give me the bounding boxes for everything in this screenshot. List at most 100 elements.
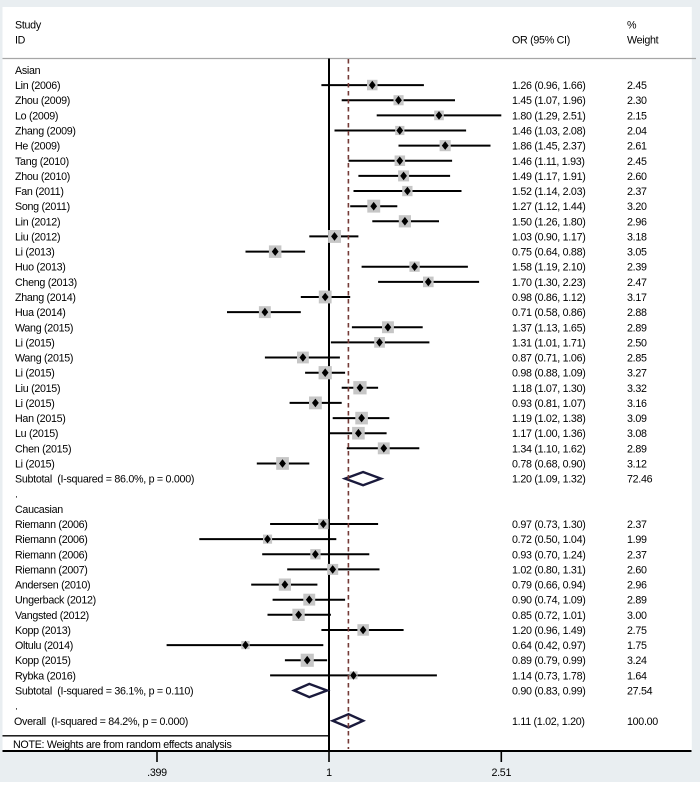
svg-text:2.37: 2.37 (627, 549, 647, 561)
svg-text:2.45: 2.45 (627, 156, 647, 168)
svg-text:1.58 (1.19, 2.10): 1.58 (1.19, 2.10) (512, 262, 586, 274)
svg-text:Subtotal (I-squared = 36.1%,: Subtotal (I-squared = 36.1%, p = 0.110) (15, 686, 193, 698)
svg-text:100.00: 100.00 (627, 716, 658, 728)
svg-text:1.03 (0.90, 1.17): 1.03 (0.90, 1.17) (512, 231, 586, 243)
svg-text:Kopp (2015): Kopp (2015) (15, 655, 71, 667)
svg-text:1.18 (1.07, 1.30): 1.18 (1.07, 1.30) (512, 383, 586, 395)
svg-text:3.20: 3.20 (627, 201, 647, 213)
svg-text:Han (2015): Han (2015) (15, 413, 66, 425)
svg-text:Li (2015): Li (2015) (15, 368, 55, 380)
svg-text:Oltulu (2014): Oltulu (2014) (15, 640, 73, 652)
svg-text:2.61: 2.61 (627, 141, 647, 153)
svg-text:1.11 (1.02, 1.20): 1.11 (1.02, 1.20) (512, 716, 585, 728)
svg-text:NOTE: Weights are from random: NOTE: Weights are from random effects an… (13, 739, 232, 751)
svg-text:3.09: 3.09 (627, 413, 647, 425)
svg-text:2.51: 2.51 (491, 767, 511, 779)
svg-text:1.80 (1.29, 2.51): 1.80 (1.29, 2.51) (512, 110, 586, 122)
svg-text:3.00: 3.00 (627, 610, 647, 622)
svg-text:3.27: 3.27 (627, 368, 647, 380)
svg-text:3.24: 3.24 (627, 655, 647, 667)
svg-text:3.16: 3.16 (627, 398, 647, 410)
svg-text:Huo (2013): Huo (2013) (15, 262, 66, 274)
svg-text:1.27 (1.12, 1.44): 1.27 (1.12, 1.44) (512, 201, 586, 213)
svg-text:Zhou (2010): Zhou (2010) (15, 171, 70, 183)
svg-text:1.14 (0.73, 1.78): 1.14 (0.73, 1.78) (512, 670, 586, 682)
svg-text:2.89: 2.89 (627, 443, 647, 455)
svg-text:72.46: 72.46 (627, 474, 653, 486)
svg-text:1.75: 1.75 (627, 640, 647, 652)
svg-text:2.50: 2.50 (627, 337, 647, 349)
svg-text:Kopp (2013): Kopp (2013) (15, 625, 71, 637)
svg-text:Wang (2015): Wang (2015) (15, 322, 73, 334)
svg-text:Riemann (2007): Riemann (2007) (15, 564, 88, 576)
svg-text:1.99: 1.99 (627, 534, 647, 546)
svg-text:Subtotal (I-squared = 86.0%,: Subtotal (I-squared = 86.0%, p = 0.000) (15, 474, 194, 486)
svg-text:Study: Study (15, 20, 42, 32)
svg-text:Riemann (2006): Riemann (2006) (15, 534, 88, 546)
svg-text:2.96: 2.96 (627, 216, 647, 228)
svg-text:1.02 (0.80, 1.31): 1.02 (0.80, 1.31) (512, 564, 586, 576)
svg-text:0.72 (0.50, 1.04): 0.72 (0.50, 1.04) (512, 534, 586, 546)
svg-text:1.86 (1.45, 2.37): 1.86 (1.45, 2.37) (512, 141, 586, 153)
svg-text:2.37: 2.37 (627, 186, 647, 198)
svg-text:Song (2011): Song (2011) (15, 201, 70, 213)
svg-text:1.52 (1.14, 2.03): 1.52 (1.14, 2.03) (512, 186, 586, 198)
svg-text:2.15: 2.15 (627, 110, 647, 122)
svg-text:Riemann (2006): Riemann (2006) (15, 519, 88, 531)
svg-text:27.54: 27.54 (627, 686, 653, 698)
svg-text:ID: ID (15, 35, 26, 47)
svg-text:1.31 (1.01, 1.71): 1.31 (1.01, 1.71) (512, 337, 586, 349)
svg-text:1.46 (1.03, 2.08): 1.46 (1.03, 2.08) (512, 126, 586, 138)
svg-text:1.20 (1.09, 1.32): 1.20 (1.09, 1.32) (512, 474, 586, 486)
svg-text:0.64 (0.42, 0.97): 0.64 (0.42, 0.97) (512, 640, 586, 652)
svg-text:Weight: Weight (627, 35, 659, 47)
svg-text:He (2009): He (2009) (15, 141, 60, 153)
svg-text:OR (95% CI): OR (95% CI) (512, 35, 570, 47)
svg-text:.399: .399 (147, 767, 167, 779)
svg-text:2.88: 2.88 (627, 307, 647, 319)
svg-text:0.90 (0.74, 1.09): 0.90 (0.74, 1.09) (512, 595, 586, 607)
svg-text:Caucasian: Caucasian (15, 504, 63, 516)
svg-text:.: . (15, 701, 18, 713)
svg-text:1.17 (1.00, 1.36): 1.17 (1.00, 1.36) (512, 428, 586, 440)
svg-text:Cheng (2013): Cheng (2013) (15, 277, 77, 289)
svg-text:0.85 (0.72, 1.01): 0.85 (0.72, 1.01) (512, 610, 586, 622)
svg-text:Hua (2014): Hua (2014) (15, 307, 66, 319)
svg-text:3.12: 3.12 (627, 459, 647, 471)
svg-text:0.93 (0.81, 1.07): 0.93 (0.81, 1.07) (512, 398, 586, 410)
svg-text:.: . (15, 489, 18, 501)
svg-text:Lin (2012): Lin (2012) (15, 216, 60, 228)
svg-text:1.49 (1.17, 1.91): 1.49 (1.17, 1.91) (512, 171, 586, 183)
svg-text:Li (2013): Li (2013) (15, 247, 55, 259)
svg-text:1.20 (0.96, 1.49): 1.20 (0.96, 1.49) (512, 625, 586, 637)
svg-text:2.75: 2.75 (627, 625, 647, 637)
svg-text:0.79 (0.66, 0.94): 0.79 (0.66, 0.94) (512, 580, 586, 592)
svg-text:1.70 (1.30, 2.23): 1.70 (1.30, 2.23) (512, 277, 586, 289)
svg-text:Chen (2015): Chen (2015) (15, 443, 71, 455)
svg-text:Andersen (2010): Andersen (2010) (15, 580, 90, 592)
svg-text:Rybka (2016): Rybka (2016) (15, 670, 76, 682)
svg-text:2.37: 2.37 (627, 519, 647, 531)
svg-text:2.04: 2.04 (627, 126, 647, 138)
svg-text:1.46 (1.11, 1.93): 1.46 (1.11, 1.93) (512, 156, 585, 168)
svg-text:2.30: 2.30 (627, 95, 647, 107)
svg-text:Li (2015): Li (2015) (15, 398, 55, 410)
svg-text:0.71 (0.58, 0.86): 0.71 (0.58, 0.86) (512, 307, 586, 319)
svg-text:Overall (I-squared = 84.2%, p: Overall (I-squared = 84.2%, p = 0.000) (14, 716, 188, 728)
svg-text:Zhang (2009): Zhang (2009) (15, 126, 76, 138)
svg-text:Lin (2006): Lin (2006) (15, 80, 60, 92)
svg-text:0.93 (0.70, 1.24): 0.93 (0.70, 1.24) (512, 549, 586, 561)
svg-text:Liu (2015): Liu (2015) (15, 383, 60, 395)
svg-text:1.45 (1.07, 1.96): 1.45 (1.07, 1.96) (512, 95, 586, 107)
svg-text:0.89 (0.79, 0.99): 0.89 (0.79, 0.99) (512, 655, 586, 667)
svg-text:3.05: 3.05 (627, 247, 647, 259)
svg-text:Lu (2015): Lu (2015) (15, 428, 58, 440)
svg-text:3.17: 3.17 (627, 292, 647, 304)
svg-text:0.90 (0.83, 0.99): 0.90 (0.83, 0.99) (512, 686, 586, 698)
svg-text:1.34 (1.10, 1.62): 1.34 (1.10, 1.62) (512, 443, 586, 455)
svg-text:0.98 (0.86, 1.12): 0.98 (0.86, 1.12) (512, 292, 586, 304)
svg-text:3.18: 3.18 (627, 231, 647, 243)
svg-text:Riemann (2006): Riemann (2006) (15, 549, 88, 561)
svg-text:2.47: 2.47 (627, 277, 647, 289)
svg-text:0.87 (0.71, 1.06): 0.87 (0.71, 1.06) (512, 353, 586, 365)
